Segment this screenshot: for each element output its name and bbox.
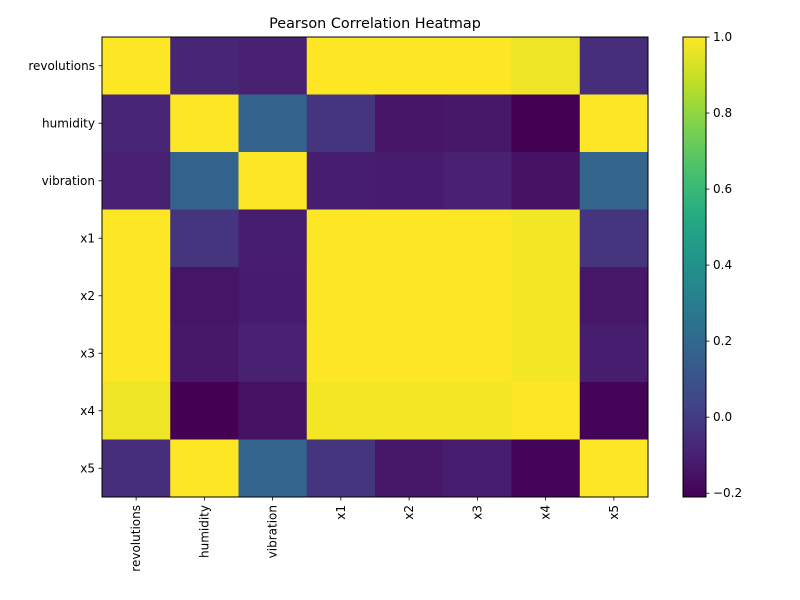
heatmap-cell-revolutions-humidity	[170, 37, 239, 95]
heatmap-cell-revolutions-x1	[306, 37, 376, 95]
heatmap-cell-x1-x3	[443, 209, 512, 268]
x-tick-label-x4: x4	[539, 505, 553, 520]
heatmap-cell-x5-x4	[511, 439, 581, 498]
heatmap-cell-revolutions-x3	[443, 37, 512, 95]
heatmap-cell-vibration-x2	[375, 152, 444, 210]
heatmap-cell-x4-x3	[443, 382, 512, 440]
heatmap-cell-vibration-vibration	[238, 152, 308, 210]
heatmap-cell-x4-x5	[579, 382, 649, 440]
x-tick-label-humidity: humidity	[197, 505, 211, 558]
heatmap-cell-x5-revolutions	[102, 439, 171, 498]
heatmap-cell-humidity-x5	[579, 94, 649, 153]
y-tick-label-x3: x3	[80, 346, 95, 360]
x-tick-label-x5: x5	[607, 505, 621, 520]
heatmap-cell-x4-revolutions	[102, 382, 171, 440]
colorbar-tick-label: −0.2	[713, 486, 742, 500]
colorbar-tick-label: 0.0	[713, 410, 732, 424]
y-tick-label-x2: x2	[80, 289, 95, 303]
heatmap-cell-revolutions-vibration	[238, 37, 308, 95]
colorbar-gradient	[682, 36, 707, 498]
heatmap-cell-x4-humidity	[170, 382, 239, 440]
heatmap-cell-x2-x3	[443, 267, 512, 325]
y-tick-label-vibration: vibration	[42, 174, 95, 188]
heatmap-cell-humidity-vibration	[238, 94, 308, 153]
heatmap-cell-x5-x3	[443, 439, 512, 498]
heatmap-cell-x4-x1	[306, 382, 376, 440]
heatmap-cell-vibration-x3	[443, 152, 512, 210]
heatmap-cell-x4-vibration	[238, 382, 308, 440]
heatmap-cell-revolutions-revolutions	[102, 37, 171, 95]
colorbar-axis: 1.0 0.8 0.6 0.4 0.2 0.0 −0.2	[706, 30, 742, 500]
heatmap-cell-x5-x5	[579, 439, 649, 498]
heatmap-cell-x3-x1	[306, 324, 376, 383]
heatmap-cell-x2-x1	[306, 267, 376, 325]
heatmap-cell-vibration-x5	[579, 152, 649, 210]
heatmap-cell-x2-x4	[511, 267, 581, 325]
heatmap-cell-x5-x2	[375, 439, 444, 498]
heatmap-cell-humidity-x3	[443, 94, 512, 153]
heatmap-cell-x4-x2	[375, 382, 444, 440]
heatmap-cell-vibration-humidity	[170, 152, 239, 210]
heatmap-cell-x1-humidity	[170, 209, 239, 268]
y-tick-label-humidity: humidity	[42, 116, 95, 130]
heatmap-cell-humidity-revolutions	[102, 94, 171, 153]
colorbar	[682, 36, 707, 498]
heatmap-cell-x5-x1	[306, 439, 376, 498]
y-tick-label-x1: x1	[80, 231, 95, 245]
heatmap-cell-vibration-x4	[511, 152, 581, 210]
heatmap-cell-x1-revolutions	[102, 209, 171, 268]
colorbar-tick-label: 0.4	[713, 258, 732, 272]
y-tick-label-x4: x4	[80, 404, 95, 418]
heatmap-cell-x2-vibration	[238, 267, 308, 325]
y-tick-label-x5: x5	[80, 461, 95, 475]
heatmap-cell-revolutions-x4	[511, 37, 581, 95]
heatmap-cell-x3-x4	[511, 324, 581, 383]
heatmap-cell-revolutions-x2	[375, 37, 444, 95]
y-axis: revolutions humidity vibration x1 x2 x3 x4 x5	[28, 59, 102, 475]
heatmap-cell-x1-x4	[511, 209, 581, 268]
heatmap-cell-vibration-revolutions	[102, 152, 171, 210]
colorbar-tick-label: 0.6	[713, 182, 732, 196]
x-tick-label-vibration: vibration	[266, 505, 280, 558]
heatmap-cell-x2-x2	[375, 267, 444, 325]
heatmap-cell-x3-vibration	[238, 324, 308, 383]
plot-frame	[101, 36, 649, 498]
y-tick-label-revolutions: revolutions	[28, 59, 95, 73]
heatmap-cell-x4-x4	[511, 382, 581, 440]
heatmap-cell-x1-x1	[306, 209, 376, 268]
x-axis: revolutions humidity vibration x1 x2 x3 x4 x5	[129, 497, 621, 572]
heatmap-cell-humidity-humidity	[170, 94, 239, 153]
heatmap-cell-x3-x5	[579, 324, 649, 383]
colorbar-tick-label: 0.8	[713, 106, 732, 120]
heatmap-cells	[102, 37, 649, 498]
x-tick-label-x1: x1	[334, 505, 348, 520]
heatmap-cell-x3-x3	[443, 324, 512, 383]
heatmap-cell-x5-humidity	[170, 439, 239, 498]
heatmap-cell-x3-humidity	[170, 324, 239, 383]
x-tick-label-x3: x3	[470, 505, 484, 520]
heatmap-cell-humidity-x1	[306, 94, 376, 153]
heatmap-cell-x1-x5	[579, 209, 649, 268]
x-tick-label-revolutions: revolutions	[129, 505, 143, 572]
colorbar-tick-label: 0.2	[713, 334, 732, 348]
heatmap-cell-x3-revolutions	[102, 324, 171, 383]
heatmap-cell-x2-revolutions	[102, 267, 171, 325]
heatmap-cell-x5-vibration	[238, 439, 308, 498]
chart-title: Pearson Correlation Heatmap	[269, 16, 481, 32]
colorbar-tick-label: 1.0	[713, 30, 732, 44]
heatmap-cell-humidity-x4	[511, 94, 581, 153]
heatmap-cell-vibration-x1	[306, 152, 376, 210]
heatmap-cell-x2-x5	[579, 267, 649, 325]
heatmap-cell-x1-vibration	[238, 209, 308, 268]
heatmap-cell-x1-x2	[375, 209, 444, 268]
heatmap-cell-humidity-x2	[375, 94, 444, 153]
x-tick-label-x2: x2	[402, 505, 416, 520]
heatmap-cell-x2-humidity	[170, 267, 239, 325]
heatmap-cell-x3-x2	[375, 324, 444, 383]
heatmap-cell-revolutions-x5	[579, 37, 649, 95]
